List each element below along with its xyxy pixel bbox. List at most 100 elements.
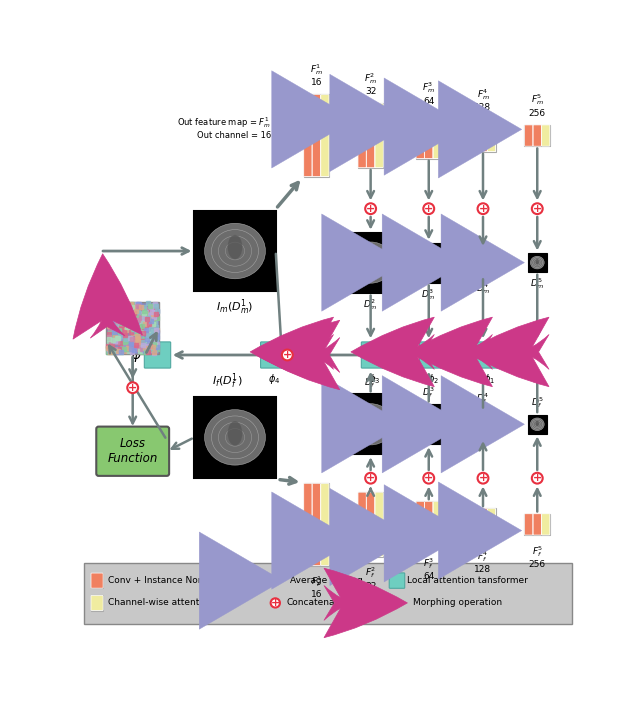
Bar — [195, 210, 276, 292]
Ellipse shape — [472, 415, 493, 433]
Ellipse shape — [531, 418, 544, 431]
FancyBboxPatch shape — [533, 125, 541, 146]
Text: +: + — [478, 204, 488, 214]
Text: $\phi_4$: $\phi_4$ — [268, 372, 280, 386]
Bar — [528, 415, 547, 433]
Text: Average Pooling: Average Pooling — [290, 576, 363, 585]
FancyBboxPatch shape — [389, 573, 404, 588]
Bar — [470, 119, 496, 152]
Bar — [358, 103, 383, 168]
Circle shape — [282, 349, 292, 360]
Bar — [303, 95, 329, 176]
Text: Morphing operation: Morphing operation — [413, 599, 502, 607]
FancyBboxPatch shape — [479, 508, 487, 540]
Bar — [340, 394, 401, 455]
FancyBboxPatch shape — [425, 501, 433, 547]
FancyBboxPatch shape — [321, 95, 329, 176]
FancyBboxPatch shape — [362, 342, 388, 368]
FancyBboxPatch shape — [312, 484, 321, 566]
Text: $F_m^4$
128: $F_m^4$ 128 — [474, 87, 492, 112]
Text: $F_f^5$
256: $F_f^5$ 256 — [529, 544, 546, 569]
FancyBboxPatch shape — [525, 514, 533, 535]
FancyBboxPatch shape — [476, 342, 502, 368]
Ellipse shape — [531, 256, 544, 269]
Bar — [84, 563, 572, 625]
FancyBboxPatch shape — [470, 119, 479, 152]
FancyBboxPatch shape — [488, 119, 495, 152]
FancyBboxPatch shape — [541, 514, 550, 535]
Text: $\phi_2$: $\phi_2$ — [427, 372, 438, 386]
Circle shape — [532, 203, 543, 214]
Text: $F_m^1$
16: $F_m^1$ 16 — [310, 62, 323, 88]
Text: $D_m^5$: $D_m^5$ — [530, 277, 545, 292]
Ellipse shape — [365, 412, 376, 430]
Text: Channel-wise attention block: Channel-wise attention block — [108, 599, 240, 607]
Ellipse shape — [481, 419, 486, 427]
Text: Loss
Function: Loss Function — [108, 437, 158, 465]
FancyBboxPatch shape — [260, 342, 287, 368]
Text: $F_m^5$
256: $F_m^5$ 256 — [529, 92, 546, 118]
Text: $F_m^2$
32: $F_m^2$ 32 — [364, 71, 377, 96]
FancyBboxPatch shape — [91, 595, 103, 611]
Text: +: + — [128, 383, 138, 393]
FancyBboxPatch shape — [433, 112, 442, 158]
Ellipse shape — [413, 411, 444, 438]
Text: $D_f^5$: $D_f^5$ — [531, 395, 544, 410]
FancyBboxPatch shape — [367, 492, 375, 556]
Circle shape — [532, 473, 543, 484]
Ellipse shape — [348, 242, 393, 283]
Text: $F_f^3$
64: $F_f^3$ 64 — [423, 556, 435, 581]
FancyBboxPatch shape — [367, 103, 375, 168]
Ellipse shape — [228, 235, 243, 259]
Bar — [469, 410, 497, 438]
Bar — [195, 397, 276, 478]
FancyBboxPatch shape — [488, 508, 495, 540]
Bar — [303, 483, 329, 566]
Text: $D_m^2$: $D_m^2$ — [364, 297, 378, 312]
Ellipse shape — [472, 253, 493, 272]
FancyBboxPatch shape — [541, 125, 550, 146]
Text: +: + — [424, 204, 433, 214]
Bar — [358, 492, 383, 557]
FancyBboxPatch shape — [416, 112, 424, 158]
Ellipse shape — [228, 421, 243, 445]
Circle shape — [271, 598, 280, 608]
Bar — [416, 501, 442, 547]
Circle shape — [423, 203, 434, 214]
FancyBboxPatch shape — [479, 119, 487, 152]
Text: $D_f^3$: $D_f^3$ — [422, 385, 435, 400]
Circle shape — [477, 473, 488, 484]
FancyBboxPatch shape — [375, 103, 383, 168]
Circle shape — [127, 383, 138, 393]
FancyBboxPatch shape — [375, 492, 383, 556]
Ellipse shape — [365, 251, 376, 268]
Text: Out feature map = $F_m^1$
Out channel = 16: Out feature map = $F_m^1$ Out channel = … — [177, 115, 271, 140]
FancyBboxPatch shape — [321, 484, 329, 566]
Text: +: + — [532, 473, 542, 483]
Circle shape — [423, 473, 434, 484]
Text: $\phi$: $\phi$ — [131, 346, 142, 364]
Text: +: + — [366, 473, 375, 483]
Bar — [340, 232, 401, 292]
FancyBboxPatch shape — [91, 573, 103, 588]
Circle shape — [365, 473, 376, 484]
Bar — [524, 125, 550, 146]
Text: $F_f^4$
128: $F_f^4$ 128 — [474, 549, 492, 575]
FancyBboxPatch shape — [425, 112, 433, 158]
FancyBboxPatch shape — [525, 125, 533, 146]
Text: +: + — [366, 204, 375, 214]
Bar — [408, 243, 449, 282]
Text: $F_f^1$
16: $F_f^1$ 16 — [310, 574, 322, 599]
Ellipse shape — [205, 223, 266, 279]
FancyBboxPatch shape — [304, 484, 312, 566]
Text: +: + — [532, 204, 542, 214]
FancyBboxPatch shape — [416, 501, 424, 547]
Text: Conv + Instance Norm + LeakyReLU: Conv + Instance Norm + LeakyReLU — [108, 576, 272, 585]
FancyBboxPatch shape — [145, 342, 171, 368]
FancyBboxPatch shape — [304, 95, 312, 176]
Text: $I_m(D_m^1)$: $I_m(D_m^1)$ — [216, 298, 253, 317]
Ellipse shape — [413, 249, 444, 276]
Text: $I_f(D_f^1)$: $I_f(D_f^1)$ — [212, 371, 243, 391]
Text: Local attention tansformer: Local attention tansformer — [407, 576, 528, 585]
Circle shape — [477, 203, 488, 214]
